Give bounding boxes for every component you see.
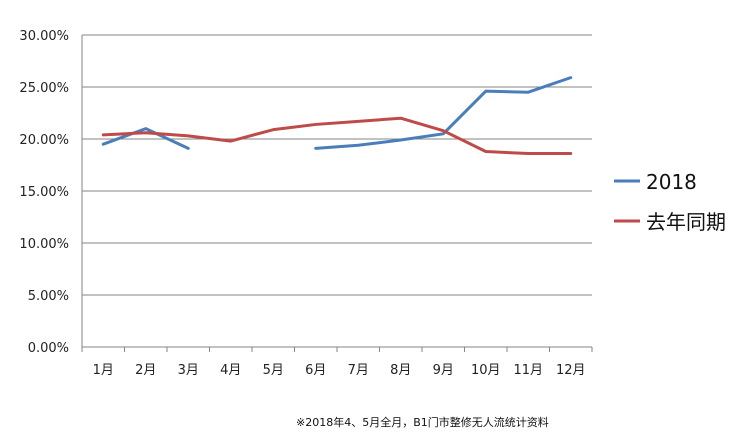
y-tick-label: 5.00% [28, 289, 69, 304]
legend: 2018 去年同期 [614, 170, 726, 234]
y-tick-label: 25.00% [19, 81, 69, 96]
y-tick-label: 20.00% [19, 133, 69, 148]
x-tick-label: 9月 [433, 363, 454, 378]
x-tick-label: 3月 [178, 363, 199, 378]
x-tick-label: 7月 [348, 363, 369, 378]
x-tick-label: 1月 [93, 363, 114, 378]
y-tick-label: 30.00% [19, 29, 69, 44]
x-tick-label: 6月 [305, 363, 326, 378]
series-line-2 [101, 116, 573, 156]
x-tick-label: 12月 [556, 363, 586, 378]
y-tick-label: 15.00% [19, 185, 69, 200]
axes [81, 35, 593, 352]
footnote: ※2018年4、5月全月，B1门市整修无人流统计资料 [296, 416, 549, 429]
x-tick-label: 5月 [263, 363, 284, 378]
series-line-1 [101, 127, 190, 150]
x-tick-label: 2月 [135, 363, 156, 378]
x-tick-label: 4月 [220, 363, 241, 378]
legend-label: 2018 [646, 170, 697, 194]
tick-labels: 0.00% 5.00% 10.00% 15.00% 20.00% 25.00% 30.00%… [19, 29, 585, 378]
series-line-1 [314, 76, 573, 150]
x-tick-label: 10月 [471, 363, 501, 378]
y-tick-label: 0.00% [28, 341, 69, 356]
gridlines [82, 34, 592, 296]
legend-label: 去年同期 [646, 210, 726, 234]
series-lines [101, 76, 573, 156]
x-tick-label: 8月 [390, 363, 411, 378]
y-tick-label: 10.00% [19, 237, 69, 252]
x-tick-label: 11月 [513, 363, 543, 378]
